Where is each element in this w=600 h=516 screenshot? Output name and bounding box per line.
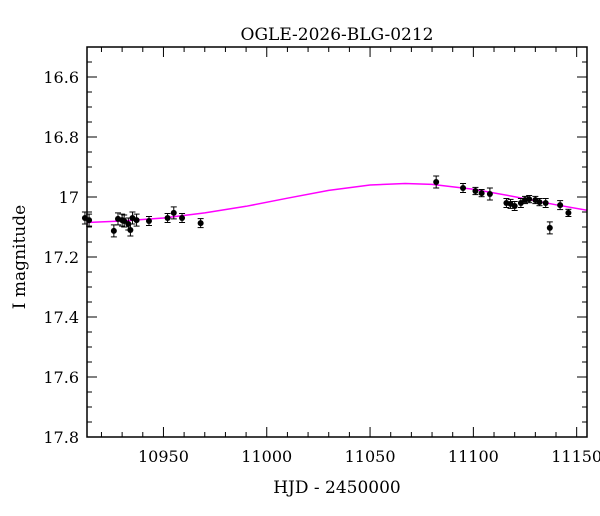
point-marker (526, 196, 533, 203)
data-point (164, 213, 171, 223)
y-axis-label: I magnitude (10, 205, 30, 309)
x-tick-label: 11050 (345, 447, 396, 466)
point-marker (478, 190, 485, 197)
y-tick-label: 17.4 (43, 308, 79, 327)
data-point (133, 213, 140, 227)
point-marker (121, 218, 128, 224)
data-point (517, 198, 524, 208)
point-marker (557, 202, 564, 209)
y-tick-label: 16.8 (43, 128, 79, 147)
data-point (170, 206, 177, 220)
x-tick-label: 10950 (138, 447, 189, 466)
data-point (121, 214, 128, 228)
point-marker (472, 188, 479, 194)
x-tick-label: 11100 (448, 447, 499, 466)
y-tick-label: 16.6 (43, 68, 79, 87)
point-marker (170, 209, 177, 216)
data-point (557, 200, 564, 211)
data-point (433, 175, 440, 189)
data-point (511, 201, 518, 211)
data-point (486, 187, 493, 201)
data-point (145, 216, 152, 226)
point-marker (536, 199, 543, 206)
data-point (507, 198, 514, 209)
point-marker (486, 191, 493, 197)
plot-frame (86, 46, 588, 438)
data-point (127, 223, 134, 237)
point-marker (542, 200, 549, 206)
data-point (110, 224, 117, 238)
data-point (542, 198, 549, 208)
data-point (478, 189, 485, 198)
point-marker (197, 220, 204, 227)
data-point (565, 208, 572, 217)
x-tick-label: 11000 (241, 447, 292, 466)
y-tick-label: 17.6 (43, 368, 79, 387)
chart-title: OGLE-2026-BLG-0212 (241, 25, 434, 45)
data-point (460, 183, 467, 193)
point-marker (546, 224, 553, 231)
point-marker (145, 218, 152, 224)
data-point (179, 213, 186, 223)
data-point (526, 195, 533, 204)
point-marker (164, 215, 171, 221)
axes: 10950 11000 11050 11100 11150 16.6 16.8 17 17.2 1… (43, 46, 600, 466)
point-marker (110, 227, 117, 234)
point-marker (127, 227, 134, 233)
point-marker (511, 203, 518, 209)
y-tick-label: 17.8 (43, 428, 79, 447)
data-point (546, 221, 553, 235)
point-marker (433, 179, 440, 185)
point-marker (460, 185, 467, 191)
y-tick-label: 17.2 (43, 248, 79, 267)
x-tick-label: 11150 (551, 447, 600, 466)
point-marker (133, 217, 140, 224)
point-marker (517, 200, 524, 206)
data-point (197, 218, 204, 229)
x-axis-label: HJD - 2450000 (273, 478, 401, 498)
y-tick-label: 17 (59, 188, 79, 207)
point-marker (565, 209, 572, 216)
point-marker (179, 215, 186, 221)
data-point (472, 186, 479, 196)
data-point (536, 198, 543, 207)
plot-marks (81, 175, 588, 238)
